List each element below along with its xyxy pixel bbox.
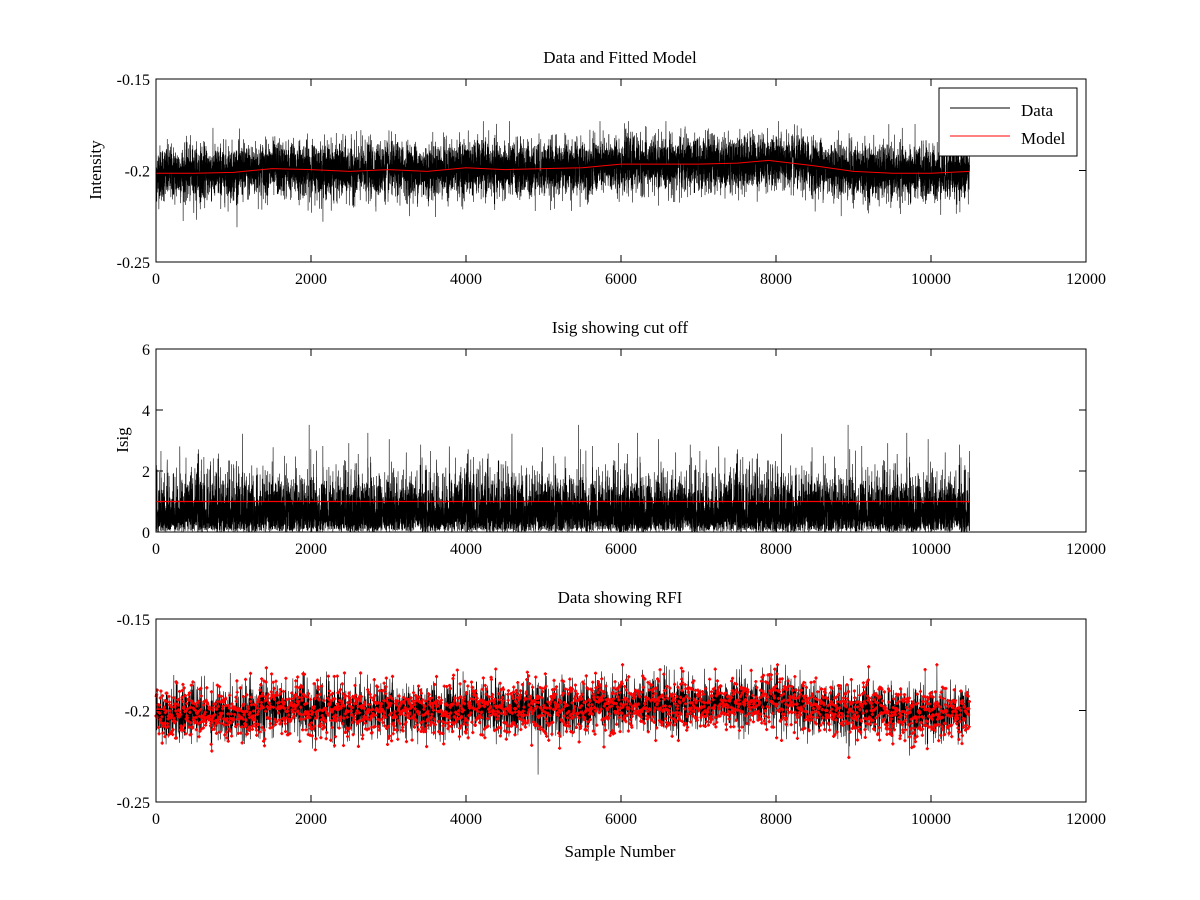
y-tick-label: 0 [142, 525, 150, 542]
y-tick-label: -0.25 [117, 255, 150, 272]
x-tick-label: 6000 [605, 541, 637, 558]
x-tick-label: 12000 [1066, 811, 1106, 828]
y-tick-label: 2 [142, 464, 150, 481]
y-tick-label: -0.15 [117, 72, 150, 89]
y-tick-label: 4 [142, 403, 150, 420]
x-tick-label: 6000 [605, 271, 637, 288]
x-tick-label: 2000 [295, 271, 327, 288]
y-tick-label: -0.2 [125, 164, 150, 181]
legend-label-data: Data [1021, 101, 1054, 120]
legend: Data Model [938, 87, 1078, 157]
x-tick-label: 8000 [760, 271, 792, 288]
chart-title: Data showing RFI [558, 588, 683, 607]
legend-label-model: Model [1021, 129, 1066, 148]
panel-isig-showing-cut-off: Isig showing cut off Isig 0 2000 4000 6000 8… [113, 318, 1106, 558]
x-tick-label: 2000 [295, 811, 327, 828]
legend-box [938, 87, 1078, 157]
chart-title: Data and Fitted Model [543, 48, 697, 67]
x-tick-label: 12000 [1066, 541, 1106, 558]
x-tick-label: 0 [152, 541, 160, 558]
x-tick-label: 10000 [911, 271, 951, 288]
chart-title: Isig showing cut off [552, 318, 688, 337]
series-isig-line [155, 424, 970, 533]
x-tick-label: 10000 [911, 541, 951, 558]
x-tick-label: 4000 [450, 541, 482, 558]
series-model-line [156, 159, 970, 174]
x-tick-label: 8000 [760, 541, 792, 558]
panel-data-and-fitted-model: Data and Fitted Model Intensity 0 2000 400… [86, 48, 1106, 288]
x-axis-label: Sample Number [565, 842, 676, 861]
panel-data-showing-rfi: Data showing RFI Sample Number 0 2000 4000… [117, 588, 1106, 861]
y-axis-label: Isig [113, 427, 132, 453]
x-tick-label: 12000 [1066, 271, 1106, 288]
x-tick-label: 4000 [450, 811, 482, 828]
y-tick-label: -0.25 [117, 795, 150, 812]
x-tick-label: 6000 [605, 811, 637, 828]
y-tick-label: -0.15 [117, 612, 150, 629]
y-tick-label: -0.2 [125, 704, 150, 721]
y-tick-label: 6 [142, 342, 150, 359]
x-tick-label: 8000 [760, 811, 792, 828]
x-tick-label: 2000 [295, 541, 327, 558]
y-axis-label: Intensity [86, 140, 105, 200]
x-tick-label: 4000 [450, 271, 482, 288]
x-tick-label: 0 [152, 811, 160, 828]
x-tick-label: 0 [152, 271, 160, 288]
series-data-line [155, 121, 970, 228]
x-tick-label: 10000 [911, 811, 951, 828]
